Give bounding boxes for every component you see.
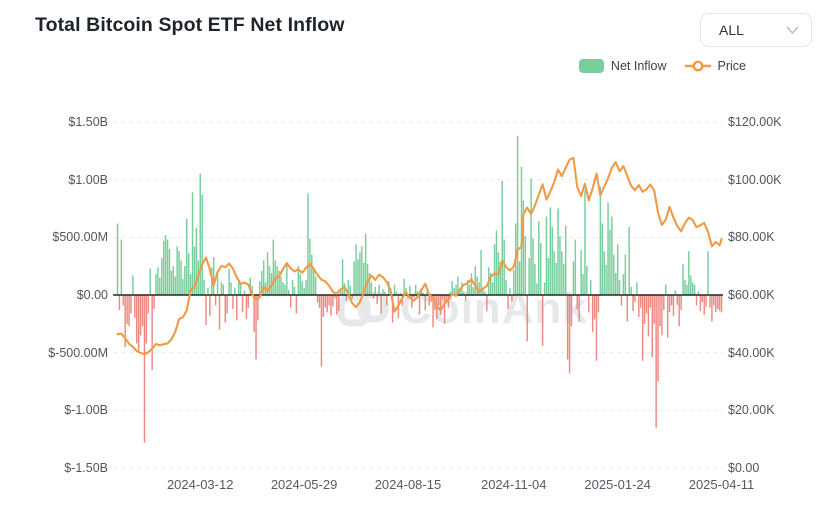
range-selector-value: ALL <box>719 22 744 38</box>
legend-item-price[interactable]: Price <box>684 59 746 73</box>
y-axis-label-left: $0.00 <box>76 288 108 302</box>
page-title: Total Bitcoin Spot ETF Net Inflow <box>35 14 345 36</box>
y-axis-label-left: $-500.00M <box>48 345 108 360</box>
net-inflow-swatch-icon <box>578 59 604 73</box>
legend-label-net-inflow: Net Inflow <box>610 59 667 73</box>
y-axis-label-right: $80.00K <box>728 230 775 245</box>
x-axis-label: 2024-11-04 <box>480 477 547 492</box>
x-axis-label: 2024-03-12 <box>166 477 234 492</box>
y-axis-label-left: $500.00M <box>52 230 108 245</box>
y-axis-label-left: $1.50B <box>68 115 108 129</box>
y-axis-label-left: $1.00B <box>68 172 108 187</box>
x-axis-label: 2024-08-15 <box>374 477 442 492</box>
y-axis-label-right: $60.00K <box>728 288 775 302</box>
price-line-marker-icon <box>684 60 711 72</box>
x-axis-label: 2024-05-29 <box>270 477 338 492</box>
range-selector-dropdown[interactable]: ALL <box>700 13 812 47</box>
legend-label-price: Price <box>717 59 746 73</box>
x-axis-label: 2025-04-11 <box>688 477 755 492</box>
y-axis-label-right: $0.00 <box>728 461 760 475</box>
chart-area[interactable]: CoinAnk $1.50B $1.00B $500.00M $0.00 $-500.0… <box>0 92 832 518</box>
chevron-down-icon <box>786 26 799 34</box>
y-axis-label-right: $20.00K <box>728 403 775 418</box>
x-axis-label: 2025-01-24 <box>584 477 651 492</box>
y-axis-label-left: $-1.00B <box>64 403 108 418</box>
y-axis-label-left: $-1.50B <box>64 461 108 475</box>
y-axis-label-right: $100.00K <box>728 172 782 187</box>
y-axis-label-right: $40.00K <box>728 345 775 360</box>
chart-legend: Net Inflow Price <box>578 59 746 73</box>
y-axis-label-right: $120.00K <box>728 115 782 129</box>
legend-item-net-inflow[interactable]: Net Inflow <box>578 59 667 73</box>
